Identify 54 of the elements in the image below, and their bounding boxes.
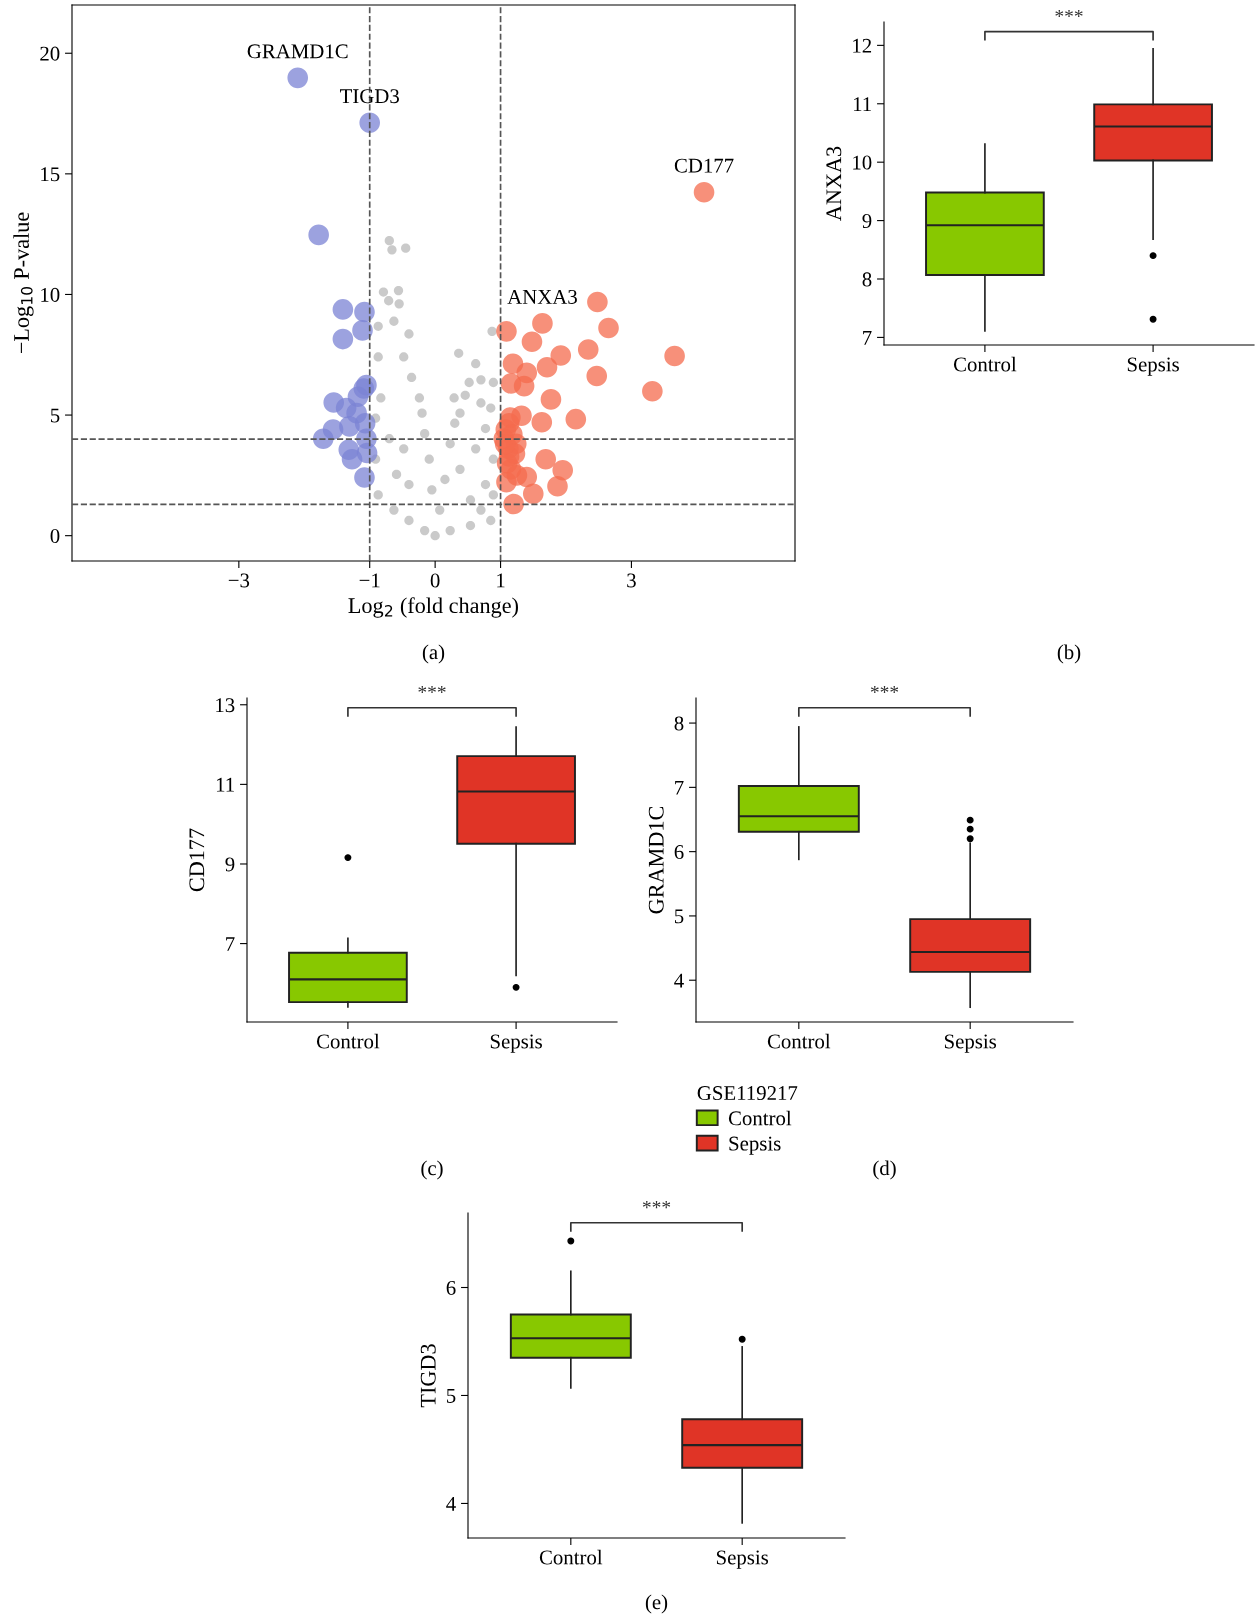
text: (a) [422,644,445,664]
y-tick-label: 4 [446,1496,456,1511]
y-tick-label: 5 [50,408,60,423]
y-tick-label: 5 [674,909,684,924]
x-tick-label: 1 [497,573,505,588]
x-tick-label: 0 [430,573,440,588]
y-tick-label: 7 [226,937,235,951]
y-tick-label: 0 [50,529,60,544]
x-tick-label: Sepsis [944,1034,997,1053]
y-axis-title: ANXA3 [826,146,842,221]
x-tick-label: Sepsis [490,1034,542,1053]
y-tick-label: 10 [41,287,60,302]
y-axis-title: GRAMD1C [648,806,664,914]
y-tick-label: 7 [863,330,872,345]
text: (d) [873,1160,896,1180]
text: *** [870,685,899,694]
y-axis-title: −Log$_{10}$ P-value [13,212,34,354]
y-tick-label: 8 [862,272,872,287]
y-tick-label: 7 [675,780,684,795]
y-axis-title: CD177 [189,828,205,892]
annotation: GRAMD1C [247,44,348,59]
y-tick-label: 11 [853,97,871,111]
y-tick-label: 5 [446,1389,456,1403]
text: (e) [645,1594,668,1614]
text: *** [1055,9,1083,18]
y-tick-label: 11 [216,777,234,792]
y-tick-label: 9 [225,857,235,872]
text: (c) [421,1160,443,1180]
y-tick-label: 4 [674,973,684,988]
y-tick-label: 9 [862,214,872,229]
text: *** [418,685,446,694]
y-tick-label: 8 [674,716,684,731]
y-tick-label: 20 [40,46,60,61]
y-axis-title: TIGD3 [420,1344,436,1408]
text: (b) [1057,644,1081,664]
y-tick-label: 13 [216,698,235,713]
text: *** [642,1201,671,1209]
legend-title: GSE119217 [697,1086,798,1101]
x-tick-label: Control [316,1033,380,1049]
x-tick-label: 3 [627,573,636,588]
x-axis-title: Log$_{2}$ (fold change) [348,597,518,618]
annotation: ANXA3 [507,289,577,304]
legend-label: Control [728,1110,792,1126]
x-tick-label: −3 [228,573,250,588]
y-tick-label: 12 [853,38,872,53]
x-tick-label: −1 [359,573,380,588]
legend-label: Sepsis [729,1136,781,1155]
y-tick-label: 6 [674,845,684,860]
y-tick-label: 10 [853,155,872,170]
y-tick-label: 15 [41,167,60,182]
annotation: CD177 [674,158,734,173]
y-tick-label: 6 [446,1280,456,1295]
x-tick-label: Control [767,1033,831,1049]
annotation: TIGD3 [340,89,399,104]
